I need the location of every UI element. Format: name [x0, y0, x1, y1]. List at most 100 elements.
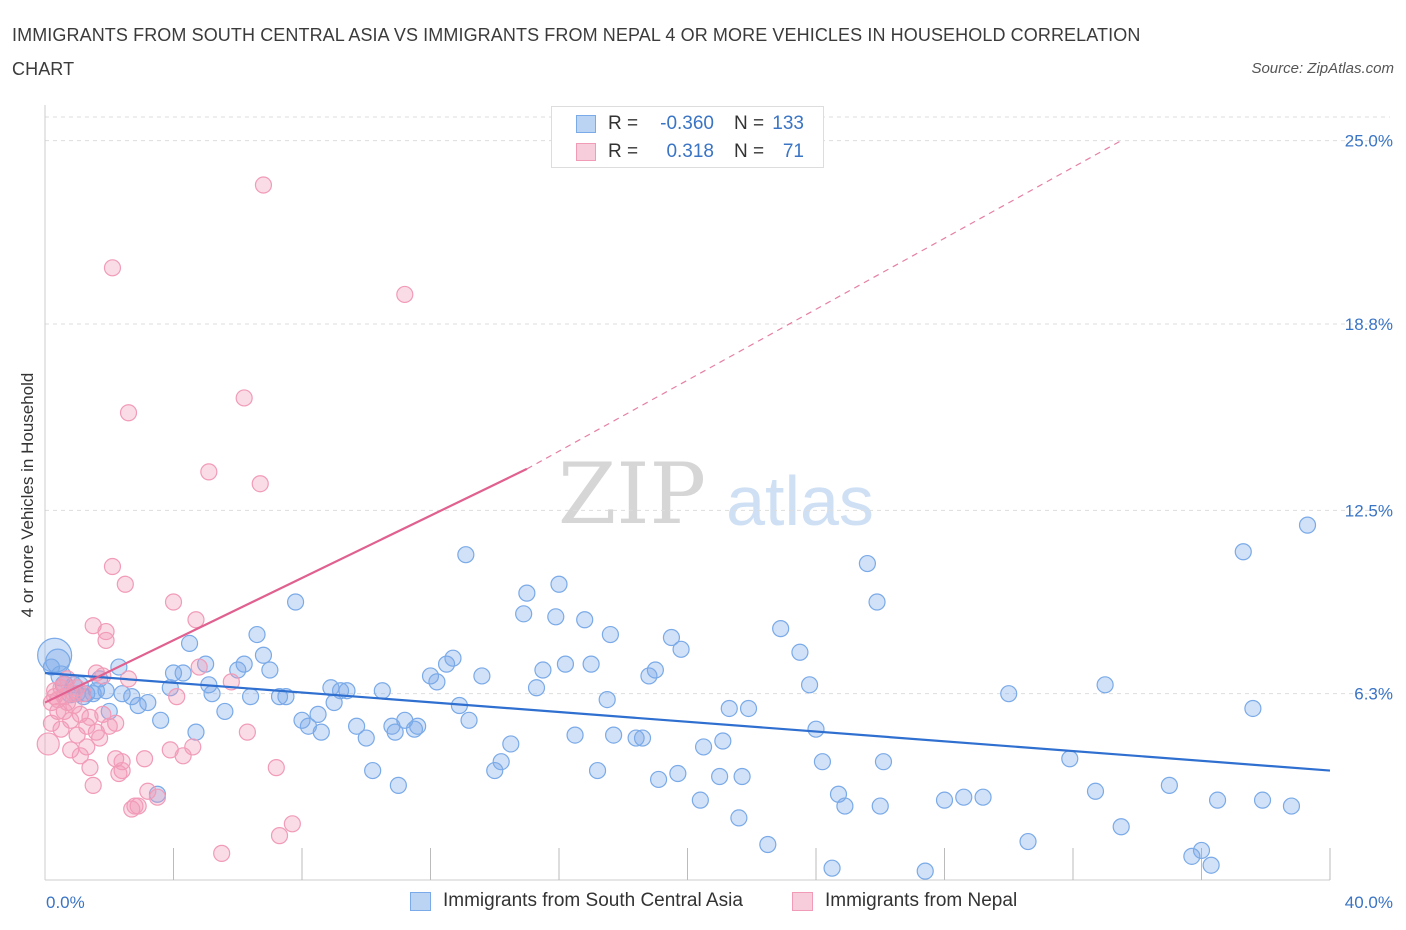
point-south-central-asia [129, 696, 147, 715]
point-south-central-asia [312, 723, 330, 741]
pink-swatch [792, 891, 813, 911]
trend-line-nepal-extension [526, 140, 1122, 470]
point-south-central-asia [1000, 685, 1018, 703]
point-south-central-asia [248, 625, 266, 644]
point-nepal [78, 717, 96, 735]
point-south-central-asia [711, 767, 729, 786]
point-south-central-asia [364, 761, 382, 780]
blue-swatch [576, 115, 596, 133]
point-nepal [107, 714, 125, 732]
point-south-central-asia [772, 620, 790, 638]
point-south-central-asia [1244, 699, 1262, 718]
point-south-central-asia [286, 593, 305, 611]
watermark-zip: ZIP [558, 445, 706, 543]
point-nepal [119, 404, 138, 422]
chart-title: IMMIGRANTS FROM SOUTH CENTRAL ASIA VS IM… [12, 25, 1141, 79]
data-points [36, 176, 1317, 880]
point-south-central-asia [935, 791, 954, 809]
watermark-atlas: atlas [726, 462, 874, 540]
point-south-central-asia [1112, 818, 1130, 836]
trend-lines [44, 140, 1331, 772]
legend: Immigrants from South Central Asia Immig… [0, 890, 1406, 914]
point-south-central-asia [649, 770, 668, 789]
trend-line-south-central-asia [44, 671, 1331, 772]
point-south-central-asia [868, 593, 886, 611]
point-south-central-asia [203, 685, 221, 703]
legend-label: Immigrants from South Central Asia [443, 890, 743, 911]
point-south-central-asia [739, 699, 758, 718]
point-south-central-asia [556, 655, 575, 673]
point-south-central-asia [405, 720, 424, 738]
n-label: N = [734, 141, 765, 162]
point-south-central-asia [916, 862, 934, 880]
point-south-central-asia [694, 738, 713, 756]
point-nepal [213, 844, 231, 862]
trend-line-nepal [44, 467, 528, 704]
point-south-central-asia [457, 546, 475, 564]
stats-row-south-central-asia: R = -0.360 N = 133 [576, 111, 804, 137]
point-nepal [129, 797, 147, 815]
point-south-central-asia [974, 788, 992, 806]
point-south-central-asia [691, 791, 709, 809]
point-nepal [81, 759, 99, 777]
point-south-central-asia [1192, 841, 1211, 860]
point-south-central-asia [733, 767, 751, 786]
r-value: 0.318 [666, 141, 714, 162]
point-nepal [84, 776, 102, 794]
point-south-central-asia [874, 753, 893, 771]
point-south-central-asia [720, 699, 738, 718]
point-south-central-asia [42, 658, 61, 676]
point-nepal [164, 593, 183, 611]
point-nepal [97, 622, 115, 641]
n-value: 133 [772, 113, 804, 134]
point-south-central-asia [527, 679, 546, 697]
point-south-central-asia [460, 711, 478, 729]
point-south-central-asia [309, 705, 327, 723]
stats-box: R = -0.360 N = 133 R = 0.318 N = 71 [551, 106, 824, 168]
point-south-central-asia [871, 797, 889, 815]
y-tick-label: 12.5% [1345, 501, 1393, 520]
point-nepal [254, 176, 273, 194]
point-south-central-asia [627, 729, 645, 747]
pink-swatch [576, 143, 596, 161]
point-south-central-asia [1202, 856, 1220, 874]
point-south-central-asia [502, 735, 520, 753]
point-nepal [283, 815, 301, 833]
point-south-central-asia [1298, 516, 1317, 534]
point-nepal [71, 747, 89, 765]
point-south-central-asia [791, 643, 809, 661]
point-south-central-asia [421, 667, 440, 685]
point-south-central-asia [714, 732, 732, 750]
point-south-central-asia [566, 726, 584, 744]
point-south-central-asia [669, 764, 687, 783]
point-south-central-asia [598, 691, 616, 709]
point-south-central-asia [662, 628, 681, 647]
point-south-central-asia [582, 655, 600, 673]
y-tick-label: 25.0% [1345, 132, 1393, 151]
point-south-central-asia [515, 605, 533, 623]
legend-item-south-central-asia: Immigrants from South Central Asia [410, 890, 743, 912]
x-tick-label: 40.0% [1345, 893, 1393, 912]
axes [44, 105, 1331, 881]
point-south-central-asia [576, 611, 594, 629]
point-south-central-asia [486, 761, 504, 780]
point-south-central-asia [547, 608, 565, 626]
point-nepal [103, 259, 122, 277]
point-nepal [113, 761, 131, 780]
point-south-central-asia [605, 726, 623, 744]
point-nepal [113, 753, 131, 771]
point-nepal [97, 631, 115, 650]
point-nepal [267, 759, 285, 777]
point-south-central-asia [187, 723, 205, 741]
point-south-central-asia [672, 640, 690, 658]
point-nepal [116, 575, 134, 593]
point-south-central-asia [1253, 791, 1272, 809]
point-south-central-asia [492, 753, 510, 771]
point-south-central-asia [518, 584, 536, 602]
point-south-central-asia [955, 788, 973, 806]
point-south-central-asia [534, 661, 552, 679]
source-label: Source: ZipAtlas.com [1251, 60, 1394, 77]
point-south-central-asia [759, 835, 777, 854]
point-nepal [270, 827, 289, 845]
